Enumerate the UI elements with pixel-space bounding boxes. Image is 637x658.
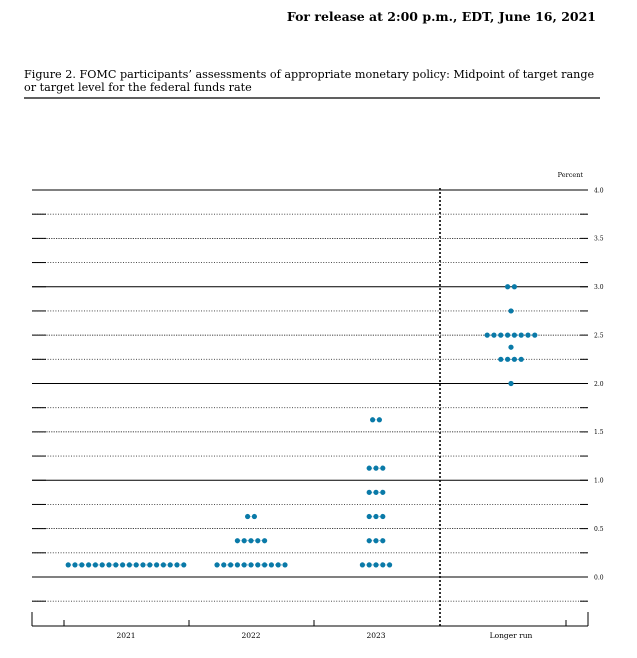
participant-dot [373,562,379,568]
unit-label: Percent [558,171,584,179]
participant-dot [282,562,288,568]
participant-dot [532,332,538,338]
y-tick-label: 0.5 [594,526,604,533]
y-axis-tick-labels: 0.0 0.5 1.0 1.5 2.0 2.5 3.0 3.5 4.0 [594,187,604,581]
participant-dot [79,562,85,568]
participant-dot [491,332,497,338]
participant-dot [505,356,511,362]
participant-dot [366,465,372,471]
figure-title-line1: Figure 2. FOMC participants’ assessments… [24,68,594,81]
participant-dot [140,562,146,568]
participant-dot [126,562,132,568]
gridlines [32,189,588,602]
participant-dot [65,562,71,568]
participant-dot [380,538,386,544]
participant-dot [511,356,517,362]
participant-dot [380,489,386,495]
figure-title-line2: or target level for the federal funds ra… [24,81,252,94]
participant-dot [373,465,379,471]
participant-dot [508,380,514,387]
participant-dot [241,538,247,544]
participant-dot [373,489,379,495]
participant-dot [245,513,251,520]
participant-dot [214,562,220,568]
participant-dot [251,513,257,520]
participant-dot [99,562,105,568]
participant-dot [221,562,227,568]
participant-dot [511,284,517,290]
participant-dot [366,562,372,568]
participant-dot [92,562,98,568]
y-tick-label: 1.5 [594,429,604,436]
participant-dot [234,538,240,544]
participant-dot [268,562,274,568]
participant-dot [366,489,372,495]
participant-dot [370,417,376,423]
x-axis [31,188,589,627]
participant-dot [525,332,531,338]
participant-dot [86,562,92,568]
participant-dot [373,538,379,544]
participant-dot [241,562,247,568]
participant-dot [518,356,524,362]
participant-dot [255,562,261,568]
participant-dot [275,562,281,568]
participant-dot [234,562,240,568]
y-tick-label: 2.0 [594,381,604,388]
x-tick-label: 2023 [366,631,385,640]
participant-dot [505,284,511,290]
x-tick-label: 2022 [241,631,260,640]
participant-dot [373,513,379,520]
participant-dot [366,538,372,544]
participant-dot [380,562,386,568]
participant-dot [518,332,524,338]
participant-dot [359,562,365,568]
participant-dot [484,332,490,338]
participant-dot [366,513,372,520]
participant-dot [380,465,386,471]
participant-dot [262,538,268,544]
x-axis-tick-labels: 2021 2022 2023 Longer run [116,631,532,640]
y-tick-label: 3.0 [594,284,604,291]
participant-dot [181,562,187,568]
participant-dot [505,332,511,338]
participant-dot [376,417,382,423]
participant-dot [498,332,504,338]
y-tick-label: 1.0 [594,478,604,485]
y-tick-label: 2.5 [594,332,604,339]
y-tick-label: 3.5 [594,236,604,243]
participant-dot [508,308,514,314]
participant-dot [248,562,254,568]
participant-dot [387,562,393,568]
participant-dot [154,562,160,568]
participant-dot [498,356,504,362]
y-tick-label: 0.0 [594,574,604,581]
y-tick-label: 4.0 [594,187,604,194]
release-note: For release at 2:00 p.m., EDT, June 16, … [287,9,596,24]
participant-dot [511,332,517,338]
x-tick-label: 2021 [116,631,135,640]
participant-dot [120,562,126,568]
participant-dot [380,513,386,520]
participant-dot [160,562,166,568]
participant-dot [255,538,261,544]
participant-dot [113,562,119,568]
participant-dot [248,538,254,544]
participant-dot [167,562,173,568]
participant-dot [72,562,78,568]
participant-dot [106,562,112,568]
participant-dot [147,562,153,568]
participant-dot [228,562,234,568]
participant-dot [174,562,180,568]
participant-dot [508,344,514,350]
participant-dots [65,284,538,568]
participant-dot [262,562,268,568]
participant-dot [133,562,139,568]
x-tick-label: Longer run [490,631,533,640]
